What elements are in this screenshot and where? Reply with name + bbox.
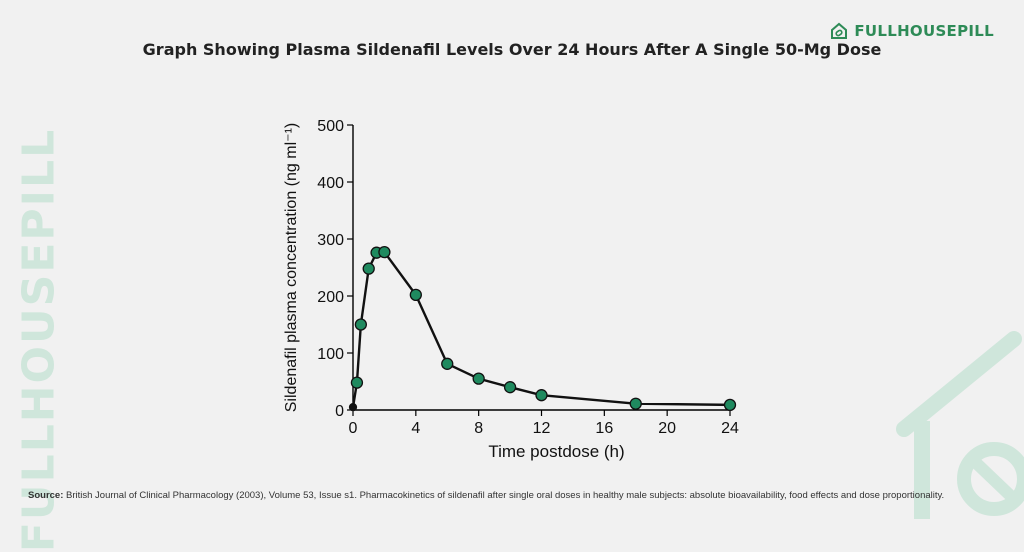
data-point xyxy=(535,389,548,402)
x-tick-label: 16 xyxy=(595,420,613,437)
data-point xyxy=(503,381,517,394)
house-logo-icon xyxy=(830,22,848,40)
data-point xyxy=(723,398,737,412)
y-tick-label: 400 xyxy=(317,175,344,192)
side-watermark-text: FULLHOUSEPILL xyxy=(13,127,65,552)
side-watermark: FULLHOUSEPILL xyxy=(14,128,65,552)
data-point xyxy=(441,357,454,370)
x-axis-label: Time postdose (h) xyxy=(488,442,624,461)
data-point xyxy=(362,262,375,275)
x-tick-label: 24 xyxy=(721,420,739,437)
x-tick-label: 4 xyxy=(411,420,420,437)
y-axis-label: Sildenafil plasma concentration (ng ml⁻¹… xyxy=(283,123,300,412)
x-tick-label: 8 xyxy=(474,420,483,437)
x-tick-label: 0 xyxy=(349,420,358,437)
data-point xyxy=(354,318,368,331)
source-label: Source: xyxy=(28,490,64,501)
x-tick-label: 12 xyxy=(533,420,551,437)
data-point xyxy=(350,376,364,389)
brand-name: FULLHOUSEPILL xyxy=(854,22,994,40)
data-point xyxy=(348,402,358,412)
data-point xyxy=(629,397,642,410)
data-point xyxy=(409,288,422,302)
data-point xyxy=(378,245,391,259)
source-text: British Journal of Clinical Pharmacology… xyxy=(63,490,945,501)
y-tick-label: 200 xyxy=(317,289,344,306)
x-tick-label: 20 xyxy=(658,420,676,437)
y-tick-label: 500 xyxy=(317,118,344,135)
pk-line-chart: 0 4 8 12 16 20 24 0 100 200 300 400 500 Time postdose… xyxy=(283,118,739,461)
source-citation: Source: British Journal of Clinical Phar… xyxy=(28,490,1018,501)
page-title: Graph Showing Plasma Sildenafil Levels O… xyxy=(142,40,882,59)
y-tick-label: 100 xyxy=(317,346,344,363)
brand-logo: FULLHOUSEPILL xyxy=(830,22,994,40)
y-tick-label: 0 xyxy=(335,403,344,420)
chart-area: 0 4 8 12 16 20 24 0 100 200 300 400 500 Time postdose… xyxy=(270,100,770,475)
house-watermark-icon xyxy=(894,329,1024,524)
data-point xyxy=(472,372,485,385)
y-tick-label: 300 xyxy=(317,232,344,249)
series-line xyxy=(351,250,731,408)
